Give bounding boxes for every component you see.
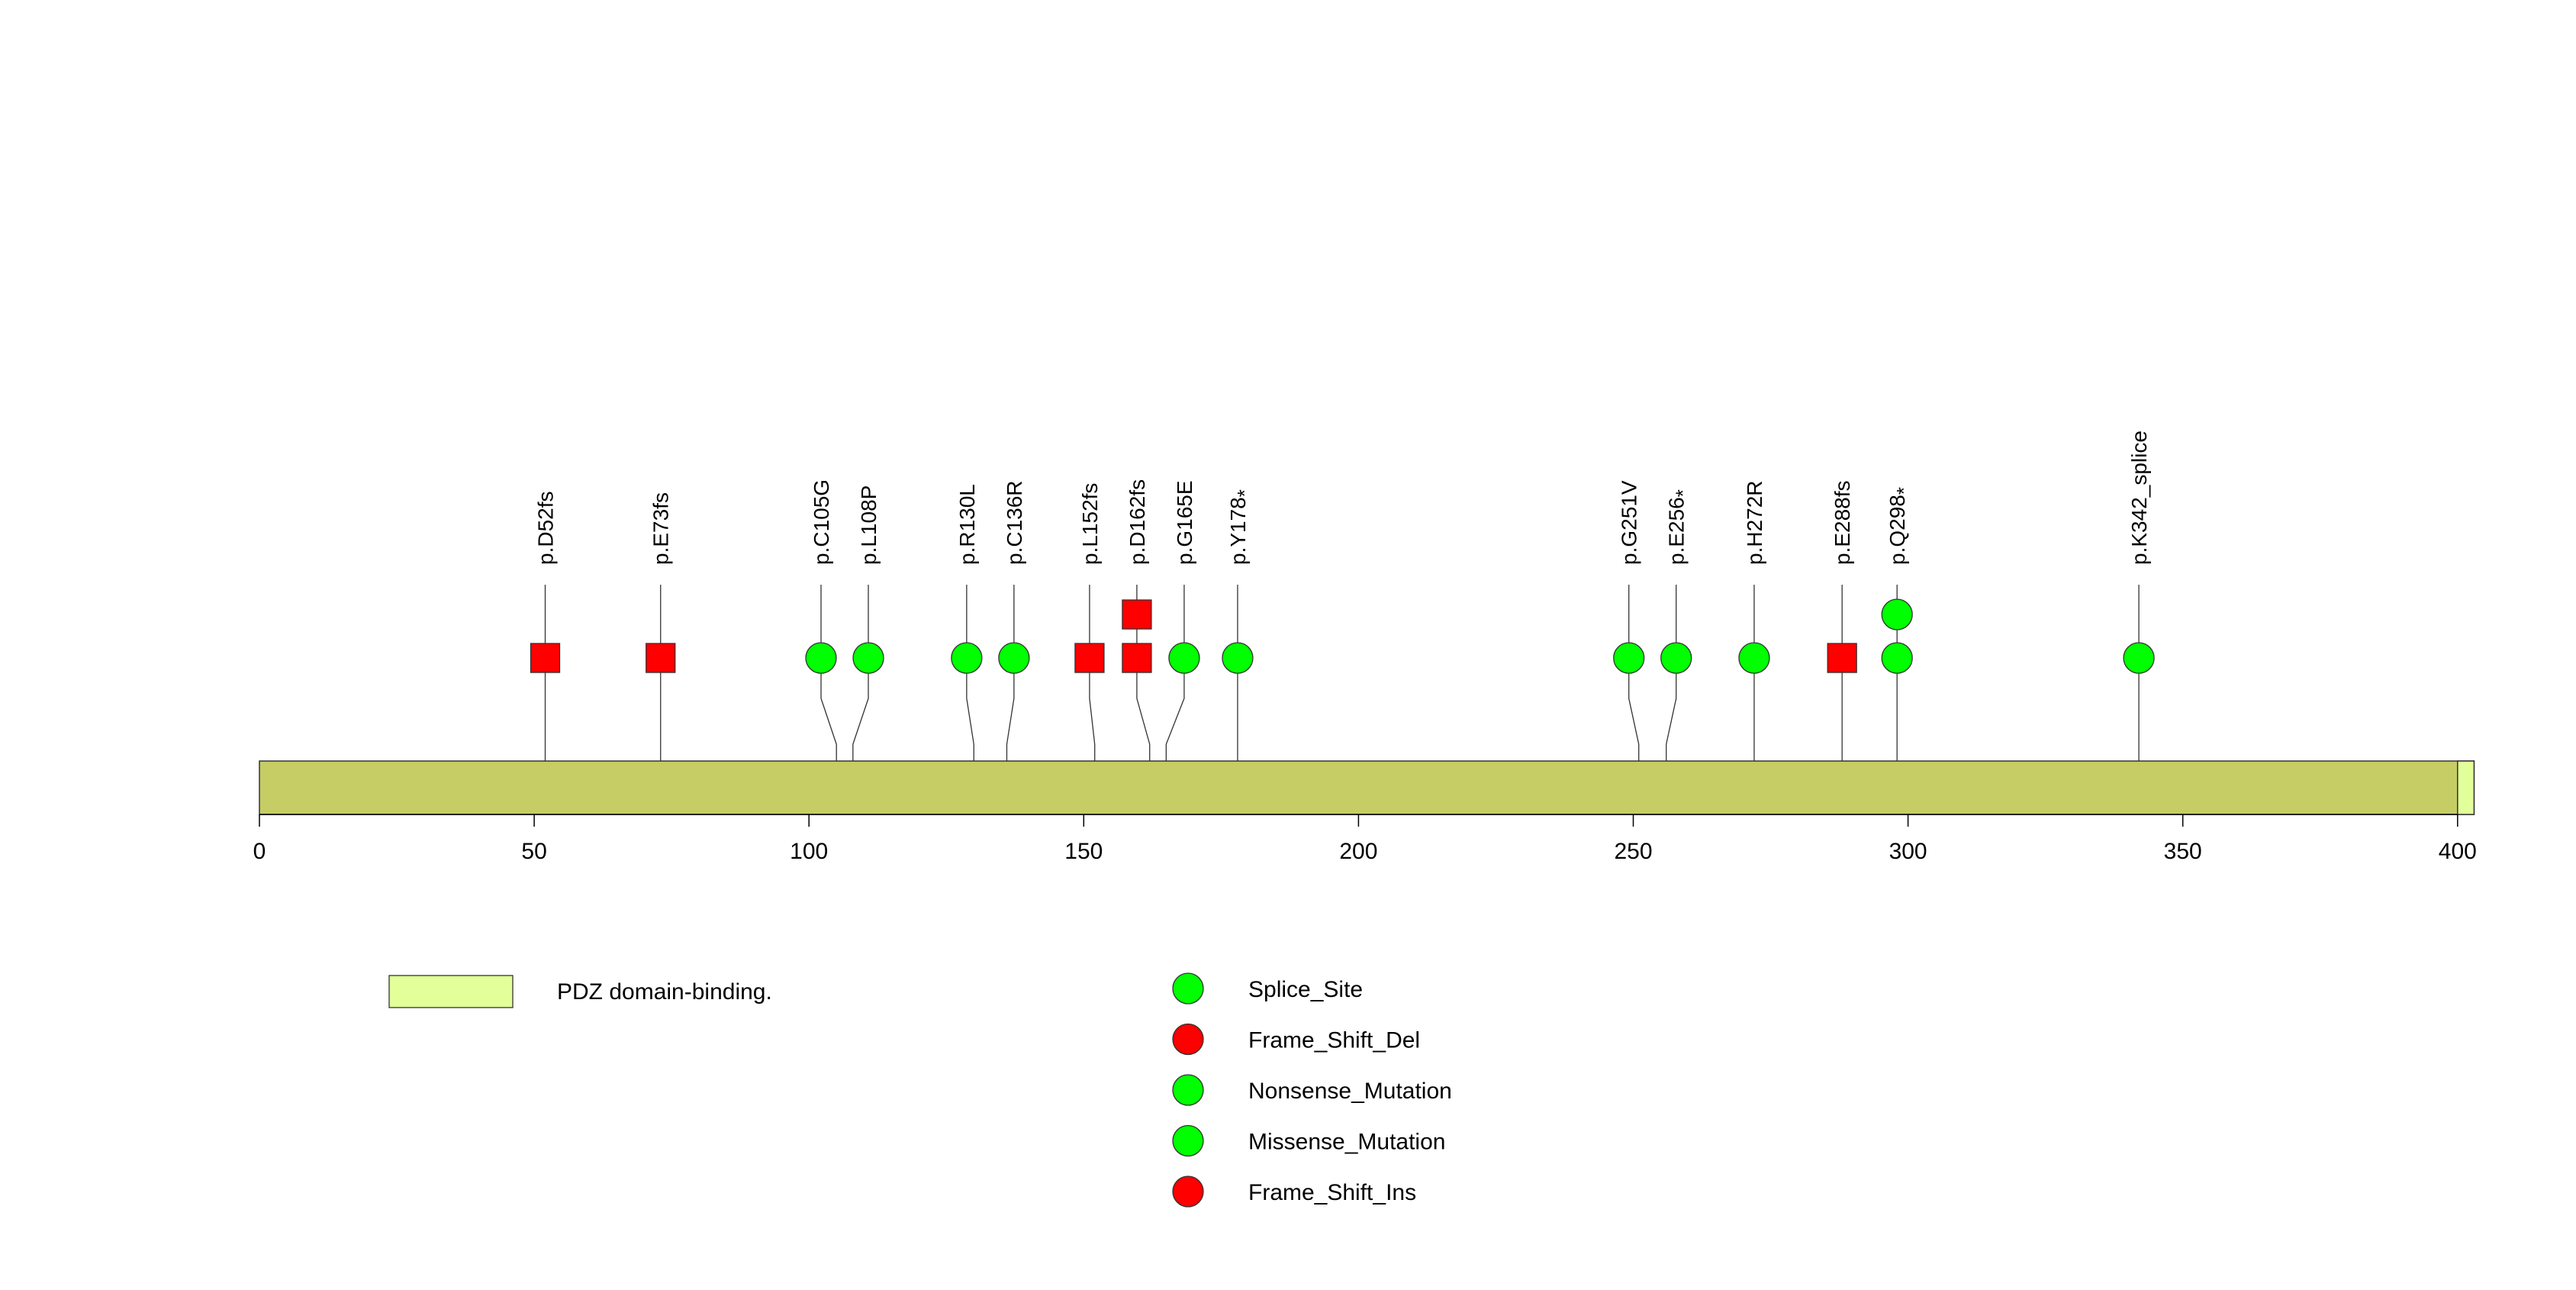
marker-square-p-l152fs: [1074, 643, 1105, 673]
marker-circle-p-r130l: [951, 642, 983, 674]
protein-bar: [259, 760, 2475, 815]
mutation-label-p-e256: p.E256*: [1665, 489, 1695, 565]
mutation-label-p-q298: p.Q298*: [1885, 487, 1915, 565]
domain-track: [2457, 760, 2475, 815]
mutation-markers: [530, 598, 2155, 674]
x-axis: 0 50 100 150 200 250 300 350 400: [253, 814, 2477, 864]
legend-swatch-frame-shift-del: [1172, 1023, 1204, 1056]
domain-legend: PDZ domain-binding.: [388, 975, 772, 1008]
mutation-label-p-y178: p.Y178*: [1226, 489, 1256, 565]
marker-circle-p-y178: [1222, 642, 1254, 674]
legend-label-missense-mutation: Missense_Mutation: [1248, 1130, 1445, 1155]
x-tick-label-0: 0: [253, 839, 266, 864]
legend-domain-label: PDZ domain-binding.: [557, 979, 772, 1005]
legend-label-frame-shift-ins: Frame_Shift_Ins: [1248, 1180, 1416, 1205]
marker-circle-p-l108p: [852, 642, 884, 674]
marker-circle-p-e256: [1660, 642, 1692, 674]
mutation-label-p-g251v: p.G251V: [1618, 480, 1641, 565]
legend-swatch-splice-site: [1172, 972, 1204, 1005]
x-tick-label-50: 50: [521, 839, 546, 864]
legend-domain-swatch: [388, 975, 514, 1008]
x-tick-label-350: 350: [2164, 839, 2202, 864]
marker-circle-p-g251v: [1613, 642, 1645, 674]
legend-swatch-nonsense-mutation: [1172, 1074, 1204, 1106]
marker-circle-p-h272r: [1738, 642, 1770, 674]
marker-square-p-d52fs: [530, 643, 561, 673]
x-tick-label-200: 200: [1339, 839, 1377, 864]
mutation-labels: p.D52fs p.E73fs p.C105G p.L108P p.R130L p.C13…: [534, 431, 2152, 565]
domain-pdz-domain-binding: [2457, 760, 2475, 815]
mutation-label-p-d52fs: p.D52fs: [534, 492, 558, 566]
protein-track: [259, 760, 2475, 815]
x-tick-label-400: 400: [2439, 839, 2477, 864]
legend-label-frame-shift-del: Frame_Shift_Del: [1248, 1028, 1420, 1053]
mutation-label-p-r130l: p.R130L: [955, 484, 979, 565]
mutation-label-p-h272r: p.H272R: [1743, 480, 1766, 565]
mutation-label-p-e288fs: p.E288fs: [1831, 480, 1854, 565]
marker-circle-p-k342-splice: [2123, 642, 2155, 674]
mutation-label-p-g165e: p.G165E: [1173, 480, 1196, 565]
marker-square-p-e288fs: [1827, 643, 1857, 673]
legend-swatch-missense-mutation: [1172, 1124, 1204, 1157]
mutation-label-p-l108p: p.L108P: [857, 485, 881, 565]
marker-circle-p-q298: [1881, 598, 1913, 630]
x-tick-label-100: 100: [790, 839, 828, 864]
x-tick-label-300: 300: [1889, 839, 1927, 864]
x-tick-label-150: 150: [1064, 839, 1103, 864]
mutation-label-p-c105g: p.C105G: [810, 479, 833, 565]
marker-circle-p-c105g: [805, 642, 837, 674]
legend-label-splice-site: Splice_Site: [1248, 977, 1363, 1002]
mutation-label-p-k342-splice: p.K342_splice: [2127, 431, 2151, 565]
mutation-label-p-d162fs: p.D162fs: [1125, 479, 1149, 565]
marker-square-p-d162fs: [1122, 643, 1152, 673]
marker-square-p-e73fs: [646, 643, 676, 673]
marker-circle-p-q298: [1881, 642, 1913, 674]
mutation-label-p-l152fs: p.L152fs: [1078, 483, 1102, 565]
legend-swatch-frame-shift-ins: [1172, 1176, 1204, 1208]
marker-circle-p-g165e: [1168, 642, 1200, 674]
mutation-label-p-c136r: p.C136R: [1003, 480, 1026, 565]
mutation-type-legend: Splice_Site Frame_Shift_Del Nonsense_Mutat…: [1172, 972, 1452, 1208]
marker-square-p-d162fs: [1122, 599, 1152, 630]
x-tick-label-250: 250: [1614, 839, 1652, 864]
legend-label-nonsense-mutation: Nonsense_Mutation: [1248, 1079, 1452, 1104]
marker-circle-p-c136r: [998, 642, 1030, 674]
mutation-label-p-e73fs: p.E73fs: [649, 492, 673, 565]
